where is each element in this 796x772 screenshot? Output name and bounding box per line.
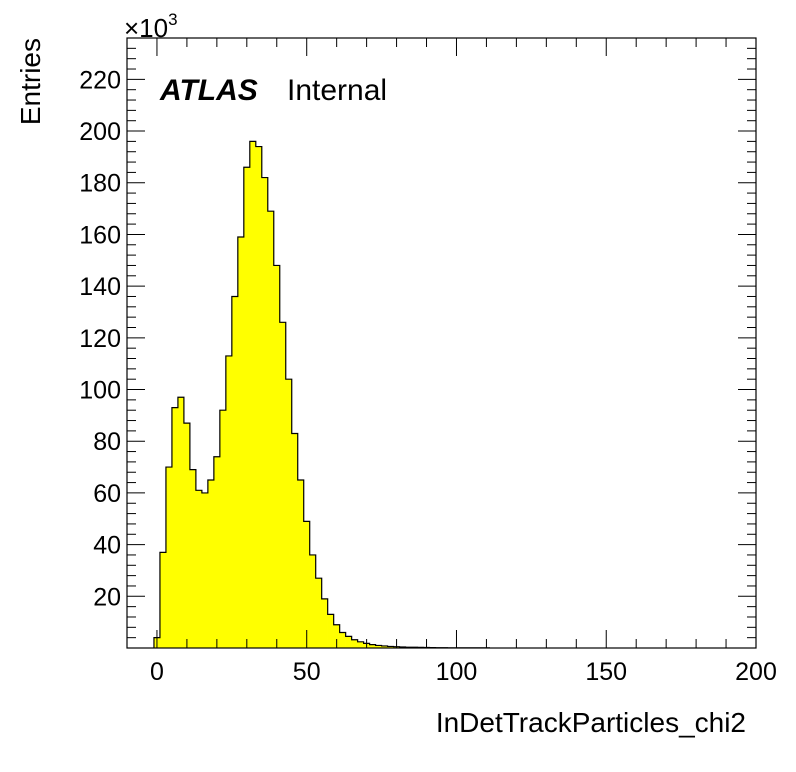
histogram-outline [153, 140, 491, 649]
y-tick-label: 100 [79, 377, 121, 405]
histogram-bin [273, 265, 281, 648]
histogram-bin [201, 492, 209, 648]
y-axis-title: Entries [15, 38, 46, 125]
histogram-bin [237, 237, 245, 648]
y-tick-label: 80 [93, 428, 121, 456]
y-tick-label: 60 [93, 480, 121, 508]
x-axis-title: InDetTrackParticles_chi2 [436, 707, 746, 738]
x-tick-label: 0 [150, 658, 164, 686]
y-tick-label: 200 [79, 118, 121, 146]
histogram-bin [369, 644, 376, 648]
histogram-bin [339, 632, 346, 648]
histogram-bin [255, 146, 263, 648]
histogram-bin [165, 467, 173, 648]
histogram-bin [219, 410, 227, 648]
histogram-bin [195, 490, 203, 648]
histogram-bin [261, 177, 269, 648]
y-multiplier: ×103 [124, 10, 178, 43]
y-tick-label: 180 [79, 170, 121, 198]
atlas-label: ATLAS [159, 74, 258, 107]
histogram-bin [189, 469, 197, 648]
histogram-bin [315, 578, 322, 648]
histogram-bin [225, 355, 233, 648]
histogram-bin [321, 598, 328, 648]
histogram-bin [387, 646, 394, 648]
histogram-bin [357, 641, 364, 648]
histogram-bin [213, 456, 221, 648]
histogram-bin [345, 636, 352, 648]
y-axis-ticks [127, 37, 756, 639]
histogram-bin [327, 614, 334, 648]
histogram-bin [183, 423, 191, 648]
y-tick-label: 160 [79, 221, 121, 249]
histogram-bin [375, 645, 382, 648]
y-tick-label: 220 [79, 66, 121, 94]
y-axis-tick-labels: 20 40 60 80 100 120 140 160 180 200 220 [79, 66, 121, 611]
histogram-bin [303, 521, 311, 648]
histogram-bin [291, 433, 299, 648]
internal-label: Internal [287, 74, 387, 107]
x-tick-label: 50 [293, 658, 321, 686]
histogram-bin [297, 479, 305, 648]
histogram-bin [177, 397, 185, 648]
histogram-bin [381, 645, 388, 648]
plot-frame [126, 37, 757, 649]
x-tick-label: 200 [735, 658, 777, 686]
y-tick-label: 140 [79, 273, 121, 301]
histogram-bin [267, 211, 275, 648]
histogram-bars [153, 141, 490, 648]
y-tick-label: 20 [93, 583, 121, 611]
histogram-bin [171, 407, 179, 648]
x-axis-ticks [126, 38, 757, 648]
histogram-bin [207, 479, 215, 648]
y-tick-label: 120 [79, 325, 121, 353]
histogram-bin [279, 322, 287, 648]
histogram-bin [285, 379, 293, 648]
histogram-bin [159, 552, 167, 648]
histogram-bin [249, 141, 257, 648]
y-tick-label: 40 [93, 532, 121, 560]
histogram-bin [231, 296, 239, 648]
histogram-bin [333, 624, 340, 648]
histogram-bin [309, 554, 316, 648]
x-axis-tick-labels: 0 50 100 150 200 [150, 658, 777, 686]
histogram-bin [351, 639, 358, 648]
x-tick-label: 100 [436, 658, 478, 686]
histogram-bin [243, 167, 251, 648]
x-tick-label: 150 [585, 658, 627, 686]
